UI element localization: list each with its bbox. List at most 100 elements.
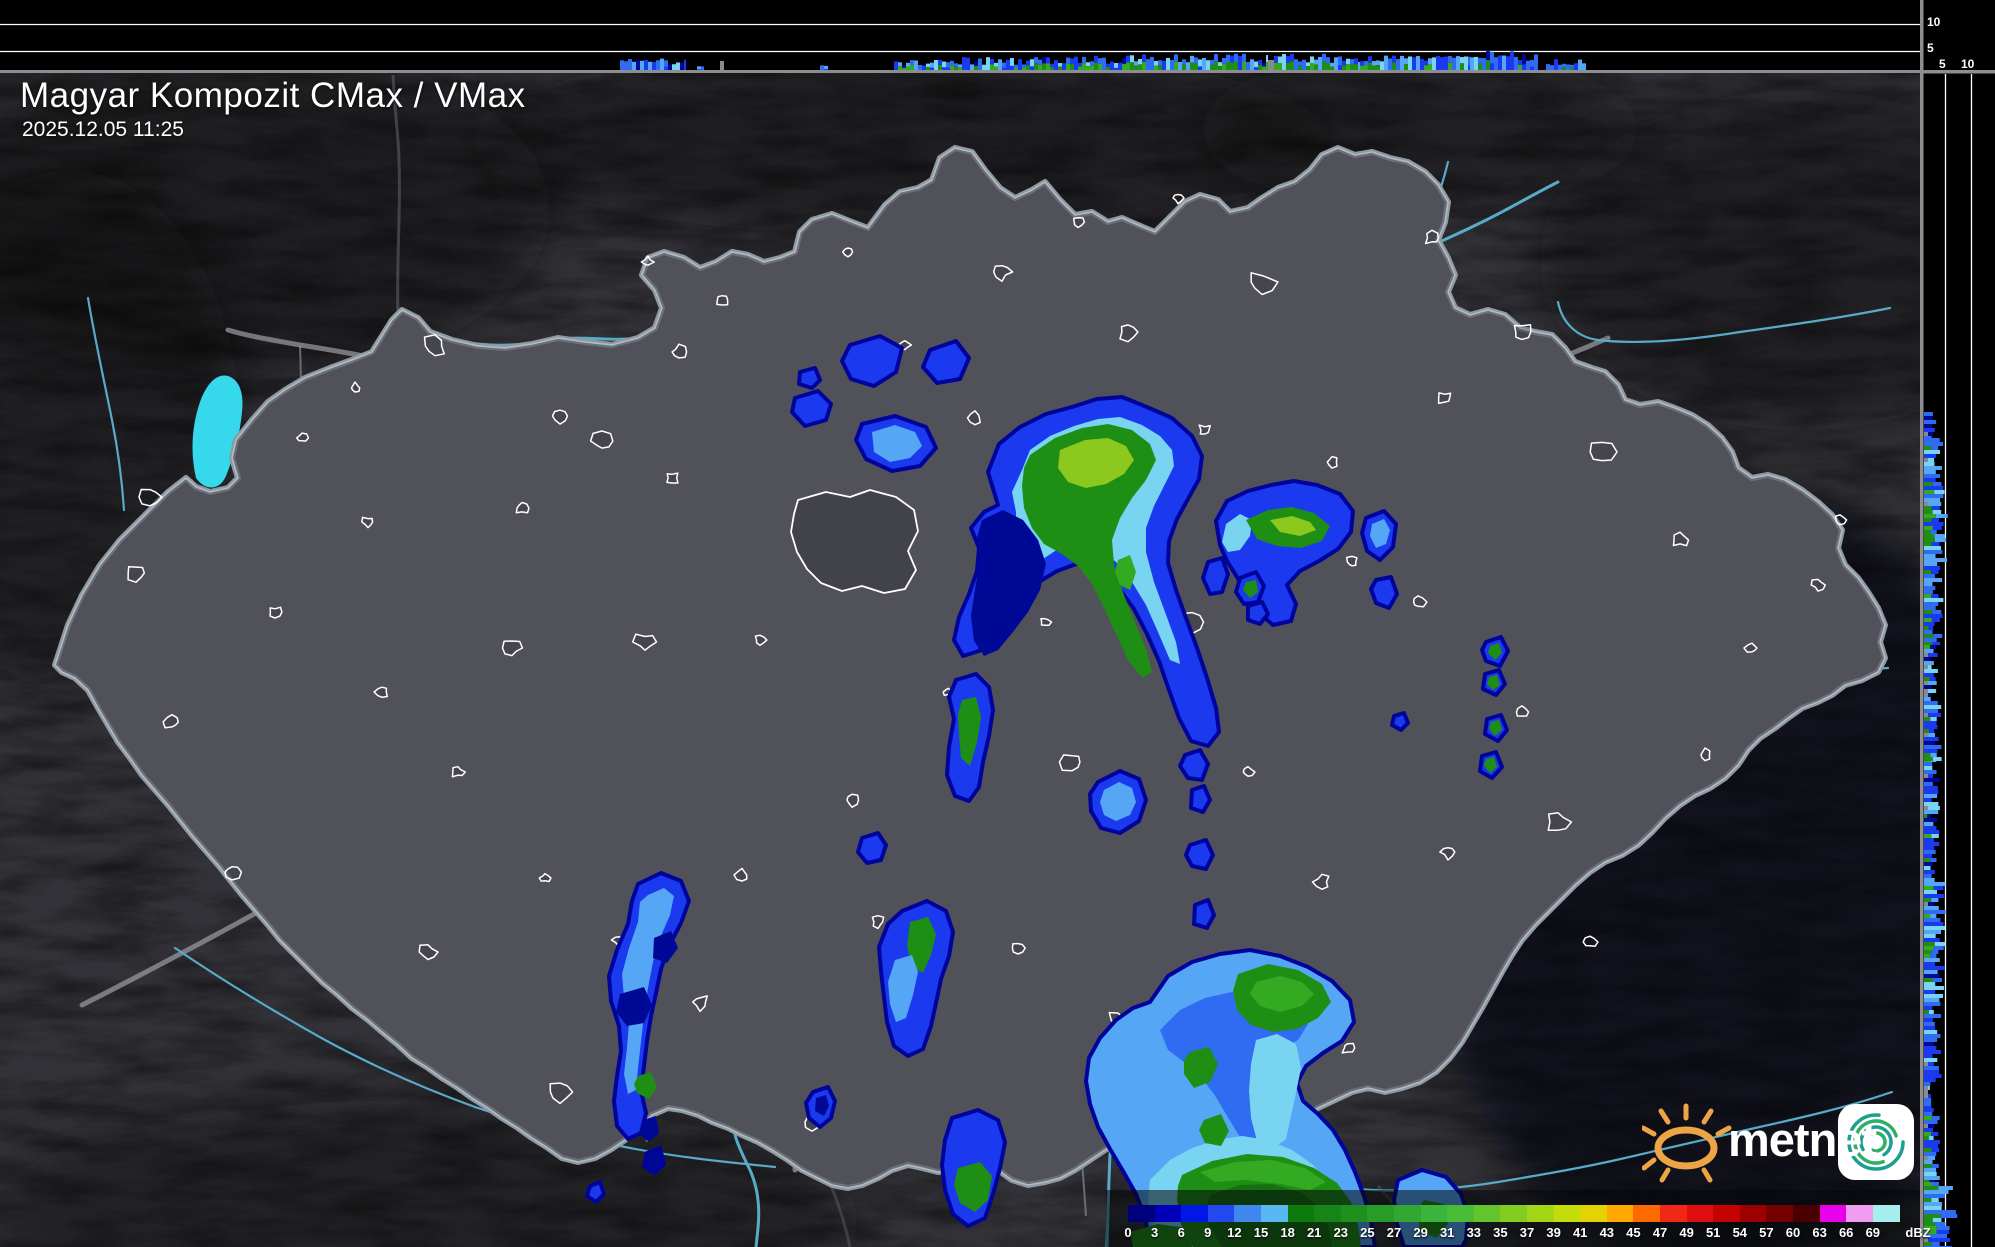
colorbar-tick-label: 66 bbox=[1838, 1225, 1854, 1240]
town-outline bbox=[846, 793, 860, 808]
colorbar-segment bbox=[1367, 1205, 1395, 1222]
colorbar-segment bbox=[1633, 1205, 1661, 1222]
colorbar-segment bbox=[1128, 1205, 1156, 1222]
colorbar-segment bbox=[1287, 1205, 1315, 1222]
town-outline bbox=[1172, 193, 1185, 205]
colorbar-tick-label: 18 bbox=[1280, 1225, 1295, 1240]
colorbar-segment bbox=[1527, 1205, 1555, 1222]
colorbar-segment bbox=[1207, 1205, 1235, 1222]
colorbar-segment bbox=[1580, 1205, 1608, 1222]
town-outlines bbox=[127, 193, 1848, 1166]
colorbar-tick-label: 69 bbox=[1865, 1225, 1881, 1240]
colorbar-tick-label: 37 bbox=[1519, 1225, 1535, 1240]
town-outline bbox=[1119, 324, 1139, 343]
town-outline bbox=[1198, 424, 1211, 435]
colorbar-tick-label: 12 bbox=[1227, 1225, 1242, 1240]
town-outline bbox=[871, 914, 885, 930]
colorbar-tick-label: 31 bbox=[1439, 1225, 1455, 1240]
colorbar-segment bbox=[1606, 1205, 1634, 1222]
town-outline bbox=[138, 488, 163, 507]
town-outline bbox=[515, 501, 530, 514]
colorbar-tick-label: 0 bbox=[1124, 1225, 1132, 1240]
town-outline bbox=[754, 634, 768, 647]
town-outline bbox=[1072, 217, 1086, 229]
colorbar-segment bbox=[1819, 1205, 1847, 1222]
town-outline bbox=[538, 872, 552, 883]
sun-icon bbox=[1642, 1103, 1732, 1183]
colorbar-segment bbox=[1420, 1205, 1448, 1222]
colorbar-tick-label: 47 bbox=[1652, 1225, 1668, 1240]
profile-baseline bbox=[1920, 70, 1995, 74]
town-outline bbox=[549, 1082, 574, 1105]
town-outline bbox=[966, 410, 981, 426]
town-outline-budapest bbox=[790, 489, 919, 594]
colorbar: 0 3 6 9 12 15 18 21 23 25 27 29 31 33 35 37 39 41 43 45 47 49… bbox=[1106, 1190, 1931, 1247]
colorbar-tick-label: 33 bbox=[1466, 1225, 1482, 1240]
town-outline bbox=[1582, 935, 1599, 948]
colorbar-segment bbox=[1872, 1205, 1900, 1222]
town-outline bbox=[1011, 942, 1026, 955]
colorbar-tick-label: 29 bbox=[1413, 1225, 1428, 1240]
colorbar-segment bbox=[1394, 1205, 1422, 1222]
town-outline bbox=[1439, 847, 1456, 861]
town-outline bbox=[1700, 747, 1711, 762]
colorbar-segment bbox=[1713, 1205, 1741, 1222]
town-outline bbox=[1345, 555, 1358, 567]
town-outline bbox=[1242, 765, 1256, 777]
town-outline bbox=[733, 867, 748, 882]
colorbar-segment bbox=[1340, 1205, 1368, 1222]
colorbar-segment bbox=[1766, 1205, 1794, 1222]
town-outline bbox=[1547, 812, 1573, 831]
colorbar-segment bbox=[1846, 1205, 1874, 1222]
logo-text: metnet bbox=[1728, 1113, 1877, 1166]
colorbar-tick-label: 43 bbox=[1599, 1225, 1615, 1240]
town-outline bbox=[691, 995, 708, 1013]
colorbar-tick-label: 25 bbox=[1360, 1225, 1375, 1240]
town-outline bbox=[1437, 392, 1452, 405]
town-outline bbox=[666, 472, 679, 484]
town-outline bbox=[162, 713, 180, 729]
town-outline bbox=[1341, 1042, 1356, 1054]
colorbar-tick-label: 6 bbox=[1177, 1225, 1185, 1240]
colorbar-segment bbox=[1500, 1205, 1528, 1222]
town-outline bbox=[1743, 642, 1758, 653]
horizontal-axis-label-5km: 5 bbox=[1939, 57, 1946, 71]
town-outline bbox=[1424, 229, 1439, 245]
colorbar-segment bbox=[1473, 1205, 1501, 1222]
town-outline bbox=[1515, 705, 1530, 717]
colorbar-tick-label: 21 bbox=[1306, 1225, 1322, 1240]
colorbar-tick-label: 41 bbox=[1572, 1225, 1588, 1240]
colorbar-unit-label: dBZ bbox=[1905, 1225, 1931, 1240]
town-outline bbox=[1513, 324, 1532, 341]
town-outline bbox=[1412, 595, 1428, 608]
colorbar-segment bbox=[1553, 1205, 1581, 1222]
town-outline bbox=[1326, 455, 1338, 469]
town-outline bbox=[373, 686, 389, 699]
colorbar-tick-label: 23 bbox=[1333, 1225, 1349, 1240]
top-profile-echoes bbox=[620, 51, 1586, 71]
town-outline bbox=[1834, 514, 1848, 526]
vertical-axis-label-10km: 10 bbox=[1927, 15, 1941, 29]
colorbar-segment bbox=[1181, 1205, 1209, 1222]
town-outline bbox=[418, 944, 439, 961]
colorbar-tick-label: 15 bbox=[1253, 1225, 1269, 1240]
town-outline bbox=[1589, 441, 1618, 462]
town-outline bbox=[423, 334, 445, 357]
colorbar-segment bbox=[1154, 1205, 1182, 1222]
colorbar-tick-label: 39 bbox=[1546, 1225, 1561, 1240]
town-outline bbox=[501, 640, 524, 657]
town-outline bbox=[551, 409, 569, 425]
town-outline bbox=[1810, 578, 1826, 592]
page-title: Magyar Kompozit CMax / VMax bbox=[20, 76, 526, 115]
colorbar-segment bbox=[1660, 1205, 1688, 1222]
profile-baseline bbox=[0, 70, 1922, 73]
colorbar-tick-label: 60 bbox=[1785, 1225, 1801, 1240]
town-outline bbox=[842, 247, 854, 258]
town-outline bbox=[631, 633, 658, 651]
town-outline bbox=[350, 381, 361, 393]
town-outline bbox=[716, 294, 729, 306]
town-outline bbox=[269, 606, 283, 619]
town-outline bbox=[640, 255, 655, 266]
vmax-right-profile-panel: 10 5 5 10 bbox=[1920, 0, 1995, 1247]
right-profile-echoes bbox=[1924, 412, 1958, 1247]
